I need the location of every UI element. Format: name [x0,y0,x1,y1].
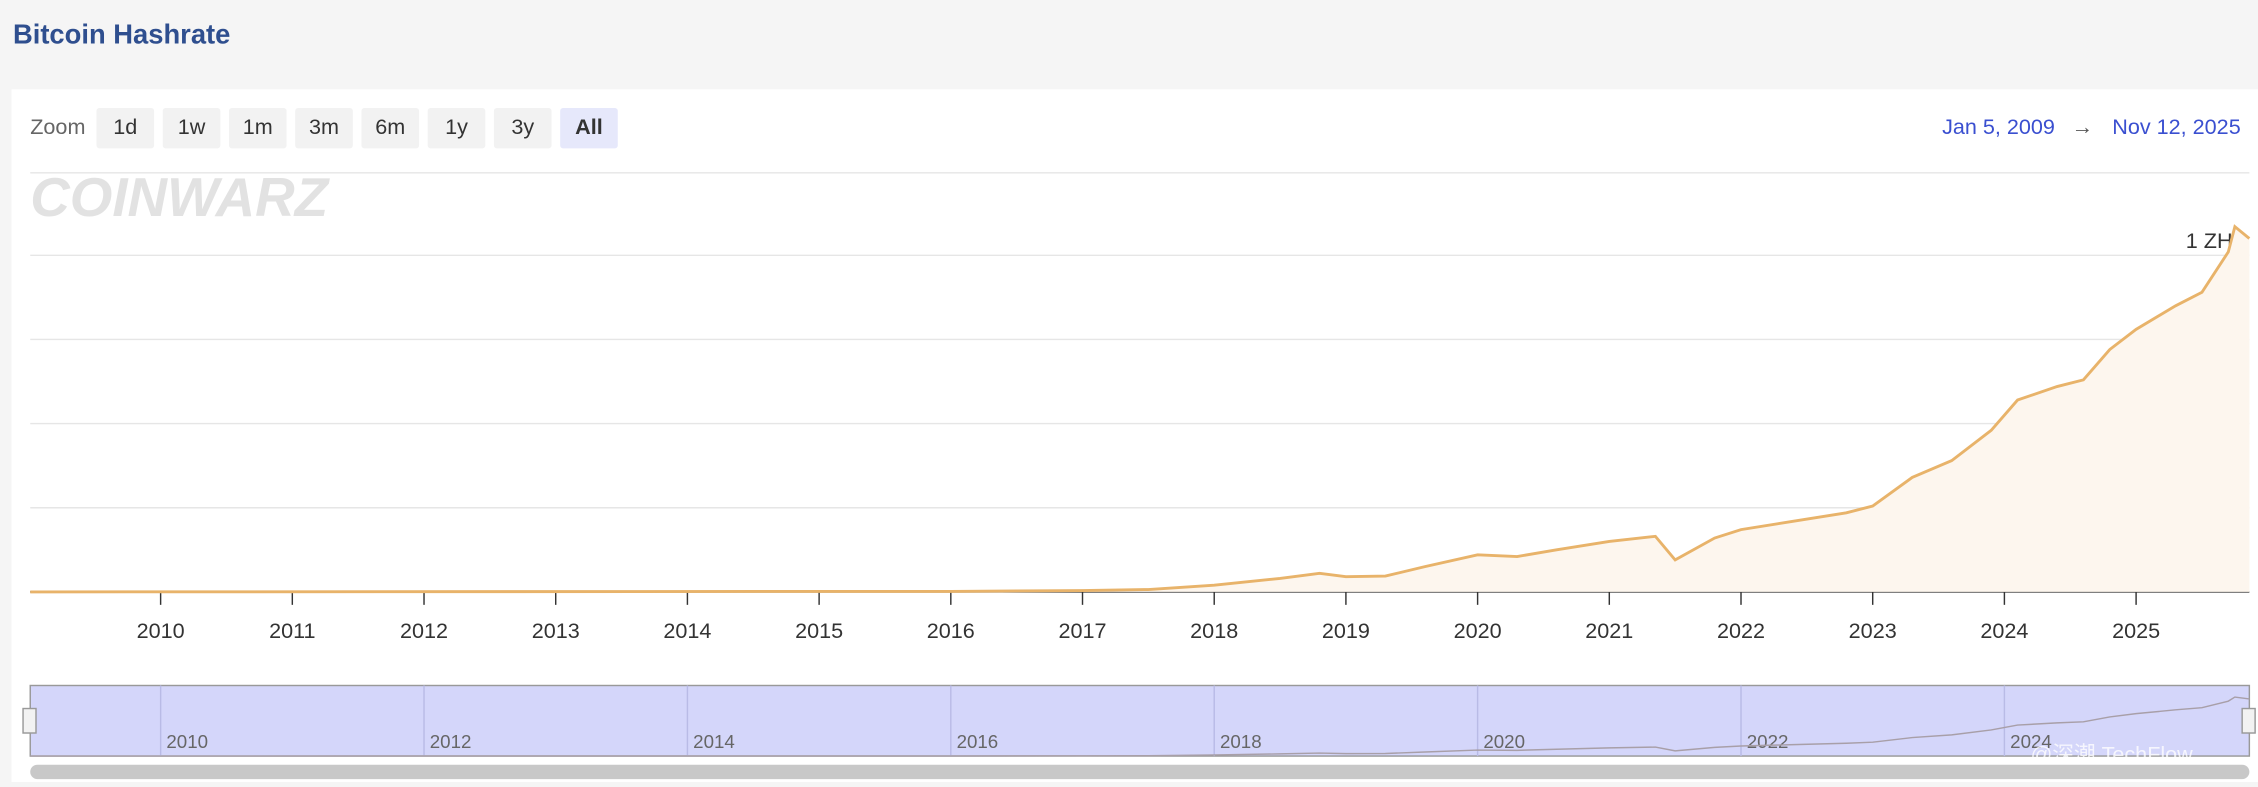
navigator-tick-label: 2010 [166,731,208,752]
area [30,226,2250,592]
zoom-button[interactable] [295,108,353,149]
navigator-tick-label: 2018 [1220,731,1262,752]
x-tick-label: 2020 [1454,618,1502,643]
watermark: @深潮 TechFlow [2030,742,2193,767]
navigator[interactable] [29,684,2251,757]
x-tick-label: 2010 [137,618,185,643]
zoom-button[interactable] [162,108,221,149]
page-title: Bitcoin Hashrate [13,18,230,49]
line [30,224,2251,594]
x-tick-label: 2015 [795,618,843,643]
x-tick-label: 2017 [1058,618,1106,643]
x-tick-label: 2023 [1849,618,1897,643]
zoom-button[interactable] [493,108,552,149]
range-arrow: → [2072,114,2094,139]
x-tick-label: 2014 [663,618,711,643]
scrollbar[interactable] [30,764,2250,780]
navigator-tick-label: 2014 [693,731,735,752]
zoom-label: Zoom [30,114,85,139]
zoom-button-label[interactable]: All [575,114,603,139]
line [30,696,2250,757]
x-tick-label: 2022 [1717,618,1765,643]
zoom-button-label[interactable]: 1w [178,114,206,139]
x-tick-label: 2012 [400,618,448,643]
x-tick-label: 2025 [2112,618,2160,643]
zoom-button-label[interactable]: 3m [309,114,339,139]
zoom-button-label[interactable]: 1y [445,114,468,139]
nav-handle[interactable] [22,707,37,734]
zoom-button-label[interactable]: 6m [375,114,405,139]
panel [11,89,2258,782]
watermark: COINWARZ [30,166,330,228]
zoom-button-label[interactable]: 1d [113,114,137,139]
range-from[interactable]: Jan 5, 2009 [1942,114,2055,139]
zoom-button[interactable] [427,108,486,149]
x-tick-label: 2016 [927,618,975,643]
zoom-button-label[interactable]: 1m [243,114,273,139]
zoom-button[interactable] [228,108,287,149]
zoom-button[interactable] [96,108,155,149]
navigator-tick-label: 2020 [1483,731,1525,752]
zoom-button[interactable] [560,108,618,149]
nav-handle[interactable] [2241,707,2256,734]
x-tick-label: 2013 [532,618,580,643]
navigator-tick-label: 2024 [2010,731,2052,752]
navigator-tick-label: 2022 [1747,731,1789,752]
x-tick-label: 2011 [269,618,315,643]
range-to[interactable]: Nov 12, 2025 [2112,114,2240,139]
x-tick-label: 2021 [1585,618,1633,643]
navigator-tick-label: 2012 [430,731,472,752]
navigator-tick-label: 2016 [957,731,999,752]
x-tick-label: 2024 [1980,618,2028,643]
zoom-button[interactable] [361,108,420,149]
x-tick-label: 2018 [1190,618,1238,643]
zoom-button-label[interactable]: 3y [511,114,534,139]
x-tick-label: 2019 [1322,618,1370,643]
